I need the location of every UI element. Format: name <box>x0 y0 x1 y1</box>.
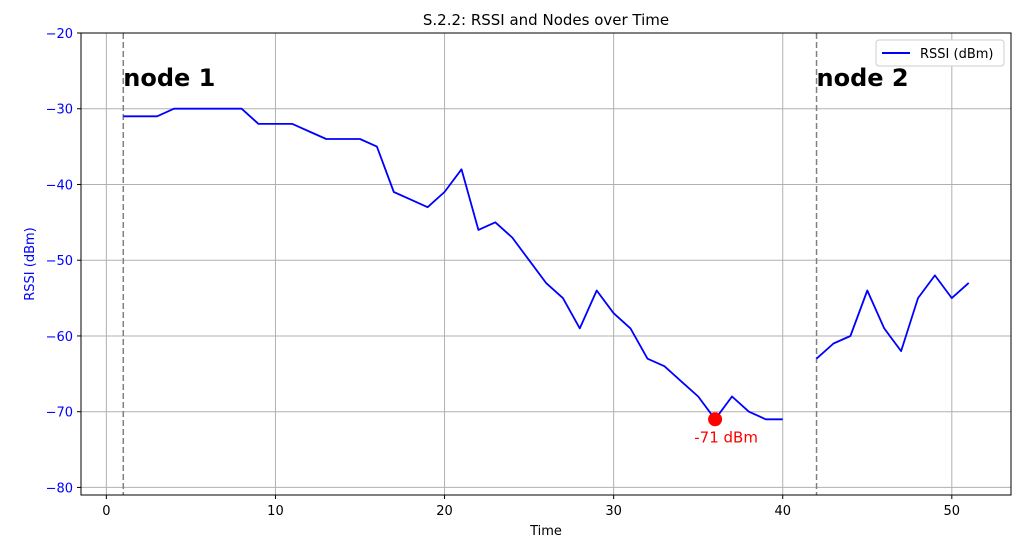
y-axis-ticks: −20 −30 −40 −50 −60 −70 −80 <box>46 27 81 496</box>
node-label: node 2 <box>817 64 909 92</box>
series-line <box>123 107 783 421</box>
chart-title: S.2.2: RSSI and Nodes over Time <box>423 11 669 29</box>
series-layer <box>123 107 970 421</box>
x-tick-label: 20 <box>436 504 453 519</box>
x-tick-label: 0 <box>102 504 110 519</box>
min-rssi-annotation: -71 dBm <box>694 428 758 446</box>
node-labels: node 1 node 2 <box>123 64 908 92</box>
min-rssi-marker <box>708 412 723 427</box>
y-tick-label: −20 <box>46 27 73 42</box>
y-tick-label: −70 <box>46 406 73 421</box>
grid <box>81 32 1011 495</box>
legend-label: RSSI (dBm) <box>920 47 993 62</box>
x-tick-label: 40 <box>774 504 791 519</box>
x-tick-label: 50 <box>944 504 961 519</box>
legend-box <box>875 39 1005 67</box>
x-axis-label: Time <box>529 524 562 539</box>
plot-frame <box>80 32 1012 496</box>
y-tick-label: −40 <box>46 178 73 193</box>
node-lines <box>122 33 818 495</box>
node-label: node 1 <box>123 64 215 92</box>
x-tick-label: 30 <box>605 504 622 519</box>
x-tick-label: 10 <box>267 504 284 519</box>
series-line <box>815 274 970 360</box>
highlight-layer: -71 dBm <box>694 412 758 446</box>
x-axis-ticks: 0 10 20 30 40 50 <box>102 495 960 519</box>
y-tick-label: −80 <box>46 481 73 496</box>
y-tick-label: −30 <box>46 103 73 118</box>
y-tick-label: −60 <box>46 330 73 345</box>
y-tick-label: −50 <box>46 254 73 269</box>
legend: RSSI (dBm) <box>875 39 1005 67</box>
y-axis-label: RSSI (dBm) <box>23 227 38 300</box>
